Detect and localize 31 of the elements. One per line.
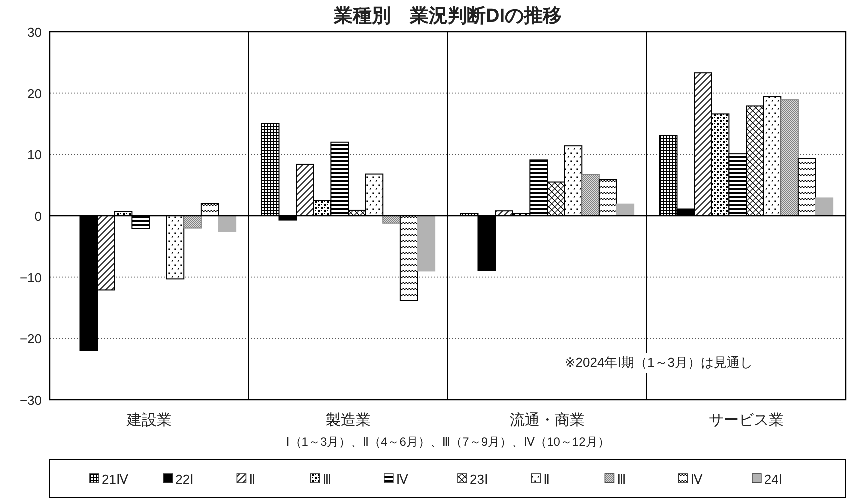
chart-title: 業種別 業況判断DIの推移	[333, 5, 562, 27]
annotation: ※2024年Ⅰ期（1～3月）は見通し	[564, 355, 753, 370]
bar	[417, 216, 436, 272]
legend-label: 24Ⅰ	[764, 472, 783, 487]
x-tick-label: サービス業	[709, 412, 784, 429]
legend-label: Ⅱ	[249, 472, 256, 487]
bar	[184, 216, 202, 229]
legend-label: Ⅲ	[617, 472, 626, 487]
legend-label: 22Ⅰ	[176, 472, 194, 487]
legend-label: 23Ⅰ	[470, 472, 488, 487]
y-tick-label: 10	[28, 148, 42, 163]
bar	[616, 204, 635, 216]
y-tick-label: −20	[20, 332, 42, 347]
legend-label: Ⅳ	[690, 472, 703, 487]
x-tick-label: 流通・商業	[510, 412, 585, 429]
y-tick-label: 0	[34, 209, 42, 224]
legend-label: Ⅳ	[396, 472, 408, 487]
y-tick-label: 20	[28, 86, 42, 102]
y-tick-label: −10	[20, 270, 42, 286]
x-axis-title: Ⅰ（1～3月）、Ⅱ（4～6月）、Ⅲ（7～9月）、Ⅳ（10～12月）	[286, 435, 610, 449]
bar	[815, 198, 834, 216]
legend-label: Ⅱ	[544, 472, 550, 487]
legend-label: Ⅲ	[322, 472, 332, 487]
x-tick-label: 建設業	[126, 412, 172, 429]
x-tick-label: 製造業	[326, 412, 371, 429]
bar	[780, 100, 799, 216]
y-tick-label: 30	[28, 25, 42, 40]
bar	[582, 174, 600, 216]
legend-label: 21Ⅳ	[102, 472, 128, 487]
y-tick-label: −30	[20, 393, 42, 408]
bar	[218, 216, 237, 232]
